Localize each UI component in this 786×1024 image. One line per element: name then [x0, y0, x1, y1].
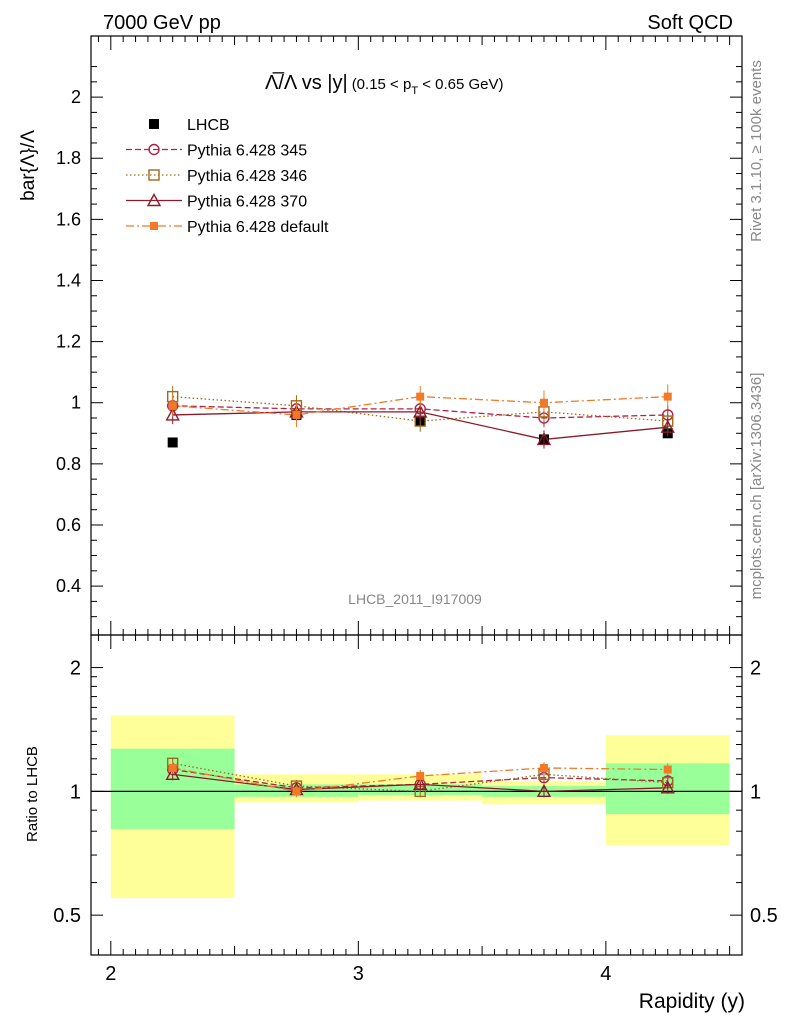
- header-left: 7000 GeV pp: [103, 12, 221, 34]
- ratio-ytick-label-left: 1: [70, 781, 81, 803]
- ratio-ytick-label-left: 0.5: [53, 905, 81, 927]
- title-range-end: < 0.65 GeV): [418, 76, 503, 93]
- legend-label-data: LHCB: [187, 117, 230, 134]
- main-point-p370: [413, 404, 428, 418]
- ratio-ytick-label-right: 2: [750, 658, 761, 680]
- title-ratio: Λ̅/Λ vs |y|: [265, 71, 348, 94]
- main-ytick-label: 0.4: [56, 576, 81, 596]
- main-ytick-label: 0.6: [56, 515, 81, 535]
- main-ytick-label: 1.4: [56, 270, 81, 290]
- ratio-point-pdefault: [168, 763, 177, 772]
- main-point-pdefault: [292, 410, 301, 419]
- analysis-watermark: LHCB_2011_I917009: [348, 591, 482, 607]
- title-range: (0.15 < p: [352, 76, 412, 93]
- ratio-ytick-label-right: 0.5: [750, 905, 778, 927]
- main-ytick-label: 1: [71, 393, 81, 413]
- ratio-point-p370: [536, 783, 552, 798]
- ratio-point-p370: [660, 780, 675, 794]
- ratio-ytick-label-right: 1: [750, 781, 761, 803]
- main-point-pdefault: [168, 401, 177, 410]
- main-point-pdefault: [663, 392, 672, 401]
- main-point-pdefault: [416, 392, 425, 401]
- header-right: Soft QCD: [647, 12, 733, 34]
- main-title: Λ̅/Λ vs |y| (0.15 < pT < 0.65 GeV): [265, 71, 504, 97]
- legend-label-p346: Pythia 6.428 346: [187, 168, 307, 185]
- xtick-label: 2: [105, 963, 116, 985]
- mcplots-label: mcplots.cern.ch [arXiv:1306.3436]: [748, 373, 765, 600]
- ratio-ylabel: Ratio to LHCB: [24, 746, 41, 842]
- ratio-line-pdefault: [172, 767, 668, 793]
- legend-label-p345: Pythia 6.428 345: [187, 143, 307, 160]
- title-range-sub: T: [411, 85, 418, 97]
- xtick-label: 3: [353, 963, 364, 985]
- main-point-pdefault: [539, 398, 548, 407]
- main-ytick-label: 1.2: [56, 332, 81, 352]
- ratio-point-pdefault: [539, 763, 548, 772]
- ratio-point-pdefault: [663, 765, 672, 774]
- ratio-point-pdefault: [292, 787, 301, 796]
- main-ytick-label: 1.6: [56, 209, 81, 229]
- legend: LHCB Pythia 6.428 345 Pythia 6.428 346 Pyth…: [126, 117, 329, 236]
- main-point-p370: [660, 419, 675, 433]
- ratio-point-p370: [413, 776, 428, 791]
- ratio-bands: [91, 715, 742, 899]
- main-ytick-label: 0.8: [56, 454, 81, 474]
- main-point-data: [167, 437, 178, 448]
- legend-marker-p345: [148, 143, 160, 156]
- legend-label-p370: Pythia 6.428 370: [187, 194, 307, 211]
- series-markers: [165, 384, 675, 798]
- legend-marker-p346: [148, 169, 160, 181]
- main-point-p370: [536, 431, 552, 446]
- main-point-p370: [165, 407, 180, 421]
- main-ytick-label: 1.8: [56, 148, 81, 168]
- main-line-pdefault: [172, 395, 668, 416]
- xtick-label: 4: [600, 963, 611, 985]
- rivet-label: Rivet 3.1.10, ≥ 100k events: [748, 60, 765, 242]
- legend-label-pdefault: Pythia 6.428 default: [187, 219, 329, 236]
- x-axis-title: Rapidity (y): [639, 990, 745, 1013]
- legend-marker-p370: [146, 193, 162, 207]
- ratio-frame: [90, 634, 743, 956]
- ratio-point-pdefault: [416, 771, 425, 780]
- axes: 0.4 0.6 0.8 1 1.2 1.4 1.6 1.8 2 0.5 0.5 1 1 2 2 2 3 4: [53, 36, 778, 985]
- ratio-point-p370: [165, 766, 180, 781]
- main-ylabel: bar{Λ}/Λ: [18, 130, 39, 201]
- legend-marker-pdefault: [150, 222, 158, 230]
- legend-marker-data: [149, 119, 159, 129]
- main-ytick-label: 2: [71, 87, 81, 107]
- ratio-ytick-label-left: 2: [70, 658, 81, 680]
